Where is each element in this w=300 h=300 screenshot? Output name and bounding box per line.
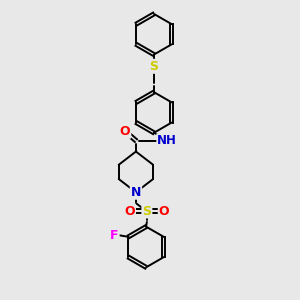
Text: O: O <box>120 125 130 138</box>
Text: O: O <box>124 205 135 218</box>
Text: S: S <box>142 205 152 218</box>
Text: N: N <box>131 186 141 199</box>
Text: O: O <box>159 205 170 218</box>
Text: F: F <box>110 229 118 242</box>
Text: S: S <box>149 60 158 73</box>
Text: NH: NH <box>157 134 177 147</box>
